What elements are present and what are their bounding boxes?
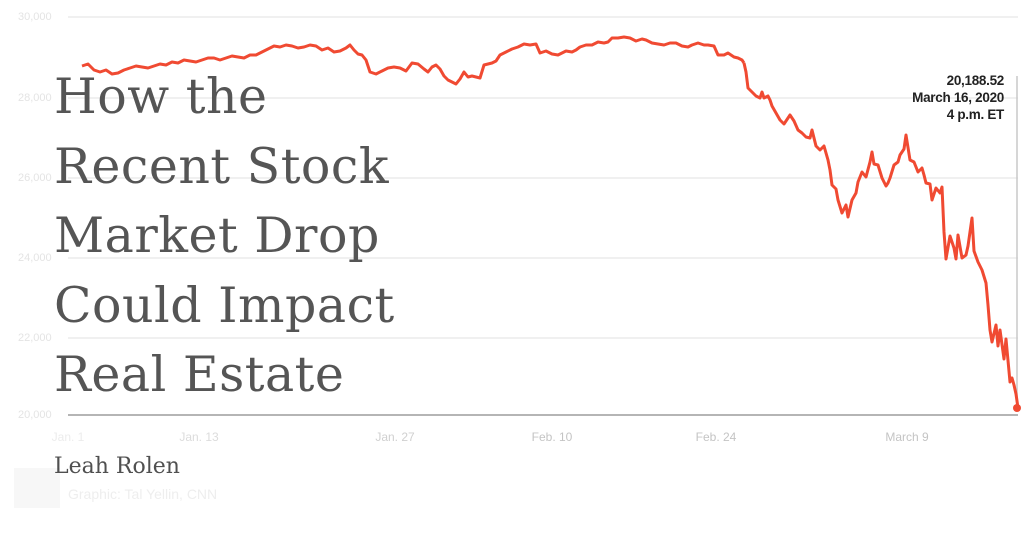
- gridlines: [68, 16, 1018, 339]
- title-line: How the: [54, 68, 268, 125]
- y-tick-label: 24,000: [18, 252, 52, 264]
- x-tick-label: Jan. 27: [375, 430, 415, 444]
- faded-logo: [14, 468, 60, 508]
- title-line: Could Impact: [54, 276, 395, 334]
- x-tick-label: Jan. 13: [179, 430, 219, 444]
- title-line: Real Estate: [54, 346, 345, 403]
- chart-credit: Graphic: Tal Yellin, CNN: [68, 486, 218, 502]
- title-line: Market Drop: [54, 207, 380, 264]
- x-tick-label: March 9: [885, 430, 929, 444]
- x-tick-label: Feb. 10: [531, 430, 573, 444]
- price-line: [81, 35, 746, 86]
- title-line: Recent Stock: [54, 137, 390, 195]
- article-author: Leah Rolen: [54, 454, 180, 479]
- x-tick-label: Feb. 24: [695, 430, 737, 444]
- y-tick-label: 20,000: [18, 409, 52, 421]
- price-line-crash: [742, 62, 1020, 409]
- y-tick-label: 28,000: [18, 92, 52, 104]
- x-tick-label: Jan. 1: [51, 430, 85, 444]
- annotation-value: 20,188.52: [946, 73, 1005, 88]
- chart-annotation: 20,188.52 March 16, 2020 4 p.m. ET: [912, 72, 1004, 123]
- article-title: How the Recent Stock Market Drop Could I…: [54, 62, 395, 410]
- y-tick-label: 22,000: [18, 332, 52, 344]
- annotation-date: March 16, 2020: [912, 90, 1004, 105]
- annotation-time: 4 p.m. ET: [946, 107, 1005, 122]
- endpoint-marker: [1013, 404, 1021, 412]
- y-tick-label: 30,000: [18, 11, 52, 23]
- y-tick-label: 26,000: [18, 172, 52, 184]
